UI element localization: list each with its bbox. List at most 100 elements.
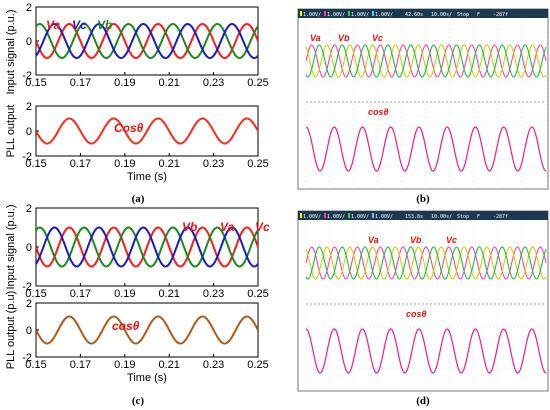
- scope-phase-wave-1: [305, 44, 547, 78]
- x-tick-label: 0.15: [25, 288, 46, 300]
- scope-header-field: 1.00V/: [327, 12, 345, 18]
- scope-header-field: Stop: [457, 214, 469, 220]
- x-tick-label: 0.15: [25, 359, 46, 371]
- scope-label-cos: cosθ: [406, 309, 427, 319]
- scope-header-field: 10.00s/: [431, 12, 452, 18]
- x-tick-label: 0.25: [247, 288, 268, 300]
- scope-header-field: 1.00V/: [303, 12, 321, 18]
- y-tick-label: 2: [26, 203, 32, 215]
- scope-header-field: Stop: [457, 12, 469, 18]
- scope-label-vc: Vc: [446, 235, 457, 245]
- scope-d: 1.00V/1.00V/1.00V/1.00V/153.8s 10.00s/Sto…: [297, 210, 549, 392]
- y-tick-label: 2: [26, 101, 32, 113]
- x-tick-label: 0.15: [25, 158, 46, 170]
- scope-header-field: 1.00V/: [351, 214, 369, 220]
- series-line-vb: [36, 226, 258, 268]
- series-line-cosθ: [36, 315, 258, 345]
- scope-channel-swatch: [324, 213, 326, 218]
- scope-phase-wave-3: [305, 246, 547, 280]
- x-tick-label: 0.21: [158, 359, 179, 371]
- series-annotation-cosθ: Cosθ: [114, 121, 144, 135]
- scope-channel-swatch: [348, 11, 350, 16]
- scope-screen: [297, 8, 549, 190]
- scope-header-field: -287f: [493, 214, 508, 220]
- x-tick-label: 0.19: [114, 158, 135, 170]
- caption-d: (d): [416, 395, 430, 407]
- x-tick-label: 0.25: [247, 359, 268, 371]
- scope-header-field: 10.00s/: [431, 214, 452, 220]
- x-axis-label: Time (s): [127, 171, 167, 183]
- x-tick-label: 0.23: [203, 359, 224, 371]
- scope-channel-swatch: [348, 213, 350, 218]
- x-axis-label: Time (s): [127, 372, 167, 384]
- y-axis-label: Input signal (p.u.): [5, 10, 17, 95]
- scope-label-vb: Vb: [338, 33, 350, 43]
- y-tick-label: 0: [26, 242, 32, 254]
- series-annotation-vb: Vb: [97, 18, 112, 32]
- scope-b: 1.00V/1.00V/1.00V/1.00V/42.60s 10.00s/Sto…: [297, 8, 549, 190]
- scope-ch-marker: 1F: [299, 262, 305, 268]
- scope-ch-marker: 1F: [299, 60, 305, 66]
- scope-phase-wave-1: [305, 246, 547, 280]
- chart-c-top: 0.15 0.17 0.19 0.21 0.23 0.25 -2 0 2 Input signal…: [5, 203, 270, 300]
- scope-header-field: 1.00V/: [303, 214, 321, 220]
- scope-phase-wave-3: [305, 44, 547, 78]
- y-axis-label: PLL output: [5, 105, 17, 158]
- series-line-cosθ: [36, 117, 258, 145]
- x-tick-label: 0.17: [70, 77, 91, 89]
- y-tick-label: 2: [26, 2, 32, 14]
- series-annotation-va: Va: [46, 18, 61, 32]
- y-tick-label: 0: [26, 126, 32, 138]
- y-tick-label: 2: [26, 298, 32, 310]
- x-tick-label: 0.19: [114, 288, 135, 300]
- scope-header-field: 1.00V/: [327, 214, 345, 220]
- x-tick-label: 0.19: [114, 77, 135, 89]
- x-tick-label: 0.15: [25, 77, 46, 89]
- y-axis-label: PLL output (p.u): [5, 291, 17, 369]
- scope-ch-marker: 4F: [299, 349, 305, 355]
- series-line-vc: [36, 226, 258, 268]
- scope-channel-swatch: [300, 11, 302, 16]
- scope-header-bar: [298, 9, 548, 18]
- scope-channel-swatch: [324, 11, 326, 16]
- scope-screen: [297, 210, 549, 392]
- chart-a-bottom: 0.15 0.17 0.19 0.21 0.23 0.25 -2 0 2 PLL output Ti…: [5, 101, 269, 183]
- series-annotation-vb: Vb: [182, 220, 197, 234]
- scope-header-field: F: [477, 12, 480, 18]
- scope-channel-swatch: [372, 11, 374, 16]
- x-tick-label: 0.21: [158, 158, 179, 170]
- chart-a-top: 0.15 0.17 0.19 0.21 0.23 0.25 -2 0 2 Input signal…: [5, 2, 269, 95]
- series-line-va: [36, 22, 258, 60]
- scope-cos-wave: [305, 126, 547, 172]
- x-tick-label: 0.21: [158, 77, 179, 89]
- x-tick-label: 0.25: [247, 158, 268, 170]
- scope-header-field: -287f: [493, 12, 508, 18]
- x-tick-label: 0.25: [247, 77, 268, 89]
- scope-header-field: 153.8s: [405, 214, 423, 220]
- scope-channel-swatch: [300, 213, 302, 218]
- scope-header-field: 1.00V/: [375, 12, 393, 18]
- caption-a: (a): [132, 193, 145, 205]
- y-tick-label: -2: [22, 151, 32, 163]
- x-tick-label: 0.17: [70, 158, 91, 170]
- x-tick-label: 0.19: [114, 359, 135, 371]
- y-axis-label: Input signal (p.u.): [5, 205, 17, 290]
- x-tick-label: 0.23: [203, 77, 224, 89]
- scope-label-cos: cosθ: [368, 107, 389, 117]
- scope-label-va: Va: [310, 33, 321, 43]
- caption-b: (b): [416, 193, 430, 205]
- x-tick-label: 0.17: [70, 288, 91, 300]
- scope-label-vb: Vb: [410, 235, 422, 245]
- x-tick-label: 0.21: [158, 288, 179, 300]
- scope-label-va: Va: [368, 235, 379, 245]
- caption-c: (c): [132, 395, 145, 407]
- series-annotation-vc: Vc: [72, 18, 87, 32]
- series-line-vc: [36, 23, 258, 59]
- chart-c-bottom: 0.15 0.17 0.19 0.21 0.23 0.25 -2 0 2 PLL output (…: [5, 291, 269, 384]
- scope-header-bar: [298, 211, 548, 220]
- scope-label-vc: Vc: [372, 33, 383, 43]
- scope-header-field: 1.00V/: [375, 214, 393, 220]
- y-tick-label: -2: [22, 352, 32, 364]
- x-tick-label: 0.23: [203, 158, 224, 170]
